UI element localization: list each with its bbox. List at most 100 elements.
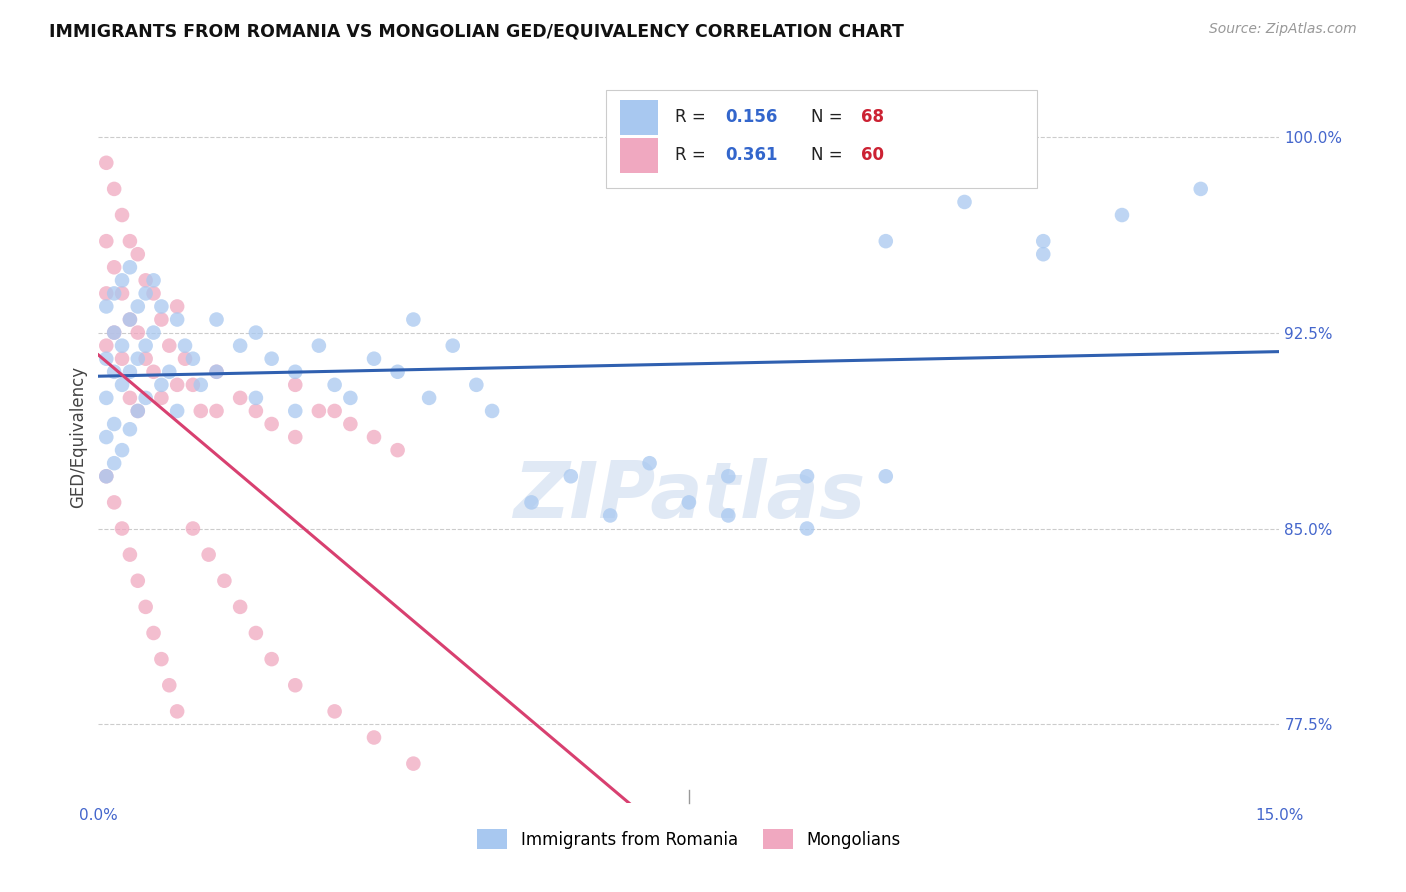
Point bbox=[284, 678, 307, 692]
Point bbox=[599, 508, 621, 523]
Point bbox=[308, 338, 330, 352]
Point bbox=[118, 312, 141, 326]
Point bbox=[363, 430, 385, 444]
Point bbox=[150, 300, 173, 314]
Point bbox=[150, 391, 173, 405]
Point bbox=[205, 312, 228, 326]
Point bbox=[96, 338, 118, 352]
Point bbox=[135, 391, 157, 405]
Point bbox=[402, 756, 425, 771]
Point bbox=[111, 351, 134, 366]
Point bbox=[157, 338, 180, 352]
Point bbox=[96, 430, 118, 444]
Point bbox=[245, 326, 267, 340]
Point bbox=[402, 312, 425, 326]
Point bbox=[1032, 234, 1054, 248]
Point bbox=[111, 338, 134, 352]
Point bbox=[229, 599, 252, 614]
Point bbox=[363, 351, 385, 366]
Point bbox=[103, 260, 125, 275]
Point bbox=[520, 495, 543, 509]
Point bbox=[363, 731, 385, 745]
Point bbox=[135, 273, 157, 287]
Point bbox=[796, 469, 818, 483]
Point bbox=[157, 678, 180, 692]
Text: 68: 68 bbox=[862, 109, 884, 127]
Point bbox=[103, 286, 125, 301]
Point bbox=[284, 430, 307, 444]
Point bbox=[127, 300, 149, 314]
Point bbox=[441, 338, 464, 352]
Point bbox=[103, 495, 125, 509]
Point bbox=[150, 652, 173, 666]
Point bbox=[111, 521, 134, 535]
Point bbox=[284, 365, 307, 379]
Point bbox=[717, 508, 740, 523]
Point bbox=[1111, 208, 1133, 222]
Point bbox=[118, 260, 141, 275]
Point bbox=[323, 377, 346, 392]
Point bbox=[166, 312, 188, 326]
Point bbox=[181, 377, 204, 392]
Point bbox=[142, 626, 165, 640]
Point bbox=[103, 326, 125, 340]
Point bbox=[875, 469, 897, 483]
Point bbox=[205, 404, 228, 418]
Point bbox=[118, 312, 141, 326]
Point bbox=[142, 273, 165, 287]
Point bbox=[560, 469, 582, 483]
Point bbox=[205, 365, 228, 379]
Point bbox=[481, 404, 503, 418]
Point bbox=[323, 404, 346, 418]
Point bbox=[796, 521, 818, 535]
Point bbox=[387, 365, 409, 379]
Point bbox=[135, 286, 157, 301]
Point bbox=[166, 300, 188, 314]
Text: IMMIGRANTS FROM ROMANIA VS MONGOLIAN GED/EQUIVALENCY CORRELATION CHART: IMMIGRANTS FROM ROMANIA VS MONGOLIAN GED… bbox=[49, 22, 904, 40]
Point bbox=[96, 300, 118, 314]
Point bbox=[284, 377, 307, 392]
Point bbox=[118, 391, 141, 405]
Point bbox=[118, 422, 141, 436]
Point bbox=[111, 273, 134, 287]
Y-axis label: GED/Equivalency: GED/Equivalency bbox=[69, 366, 87, 508]
Point bbox=[308, 404, 330, 418]
Point bbox=[166, 404, 188, 418]
Point bbox=[717, 469, 740, 483]
Text: N =: N = bbox=[811, 146, 848, 164]
Point bbox=[260, 351, 283, 366]
Point bbox=[103, 326, 125, 340]
Point bbox=[103, 365, 125, 379]
Point bbox=[638, 456, 661, 470]
Point bbox=[245, 404, 267, 418]
Point bbox=[127, 247, 149, 261]
Bar bbox=[620, 100, 658, 135]
Point bbox=[387, 443, 409, 458]
Point bbox=[190, 377, 212, 392]
Point bbox=[96, 155, 118, 169]
Point bbox=[197, 548, 219, 562]
Text: 0.361: 0.361 bbox=[725, 146, 778, 164]
Point bbox=[245, 626, 267, 640]
Point bbox=[418, 391, 440, 405]
Point bbox=[260, 417, 283, 431]
Point bbox=[150, 377, 173, 392]
Point bbox=[339, 391, 361, 405]
Text: R =: R = bbox=[675, 109, 711, 127]
Point bbox=[465, 377, 488, 392]
Point bbox=[135, 351, 157, 366]
Point bbox=[260, 652, 283, 666]
Point bbox=[111, 208, 134, 222]
Point bbox=[181, 351, 204, 366]
Text: N =: N = bbox=[811, 109, 848, 127]
Point bbox=[174, 351, 197, 366]
Point bbox=[166, 377, 188, 392]
Legend: Immigrants from Romania, Mongolians: Immigrants from Romania, Mongolians bbox=[478, 829, 900, 849]
Point bbox=[103, 456, 125, 470]
Bar bbox=[620, 138, 658, 173]
Point bbox=[118, 548, 141, 562]
Bar bbox=[606, 89, 1038, 188]
Point bbox=[96, 286, 118, 301]
Point bbox=[96, 234, 118, 248]
Point bbox=[111, 377, 134, 392]
